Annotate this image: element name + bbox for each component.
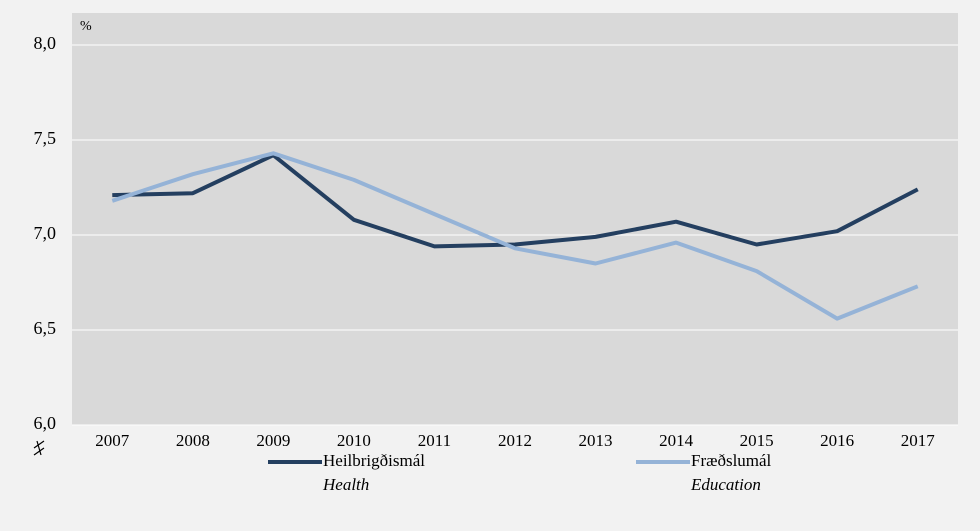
x-tick-label: 2007: [95, 431, 130, 450]
x-tick-label: 2010: [337, 431, 371, 450]
x-tick-label: 2014: [659, 431, 694, 450]
x-tick-label: 2012: [498, 431, 532, 450]
series-line: [111, 151, 919, 321]
legend-label-en: Health: [322, 475, 369, 494]
legend-label: Fræðslumál: [691, 451, 772, 470]
plot-area: [72, 13, 958, 425]
legend-label-en: Education: [690, 475, 761, 494]
y-tick-label: 7,5: [34, 128, 57, 148]
x-tick-label: 2016: [820, 431, 854, 450]
legend-label: Heilbrigðismál: [323, 451, 425, 470]
y-tick-label: 7,0: [34, 223, 57, 243]
series-line: [112, 153, 919, 249]
x-tick-label: 2017: [901, 431, 936, 450]
x-tick-label: 2015: [740, 431, 774, 450]
x-tick-label: 2013: [579, 431, 613, 450]
axis-break: [33, 440, 45, 456]
x-tick-label: 2008: [176, 431, 210, 450]
y-unit: %: [80, 19, 92, 34]
y-tick-label: 6,0: [34, 413, 57, 433]
y-tick-label: 6,5: [34, 318, 57, 338]
x-tick-label: 2011: [418, 431, 451, 450]
x-tick-label: 2009: [256, 431, 290, 450]
y-tick-label: 8,0: [34, 33, 57, 53]
